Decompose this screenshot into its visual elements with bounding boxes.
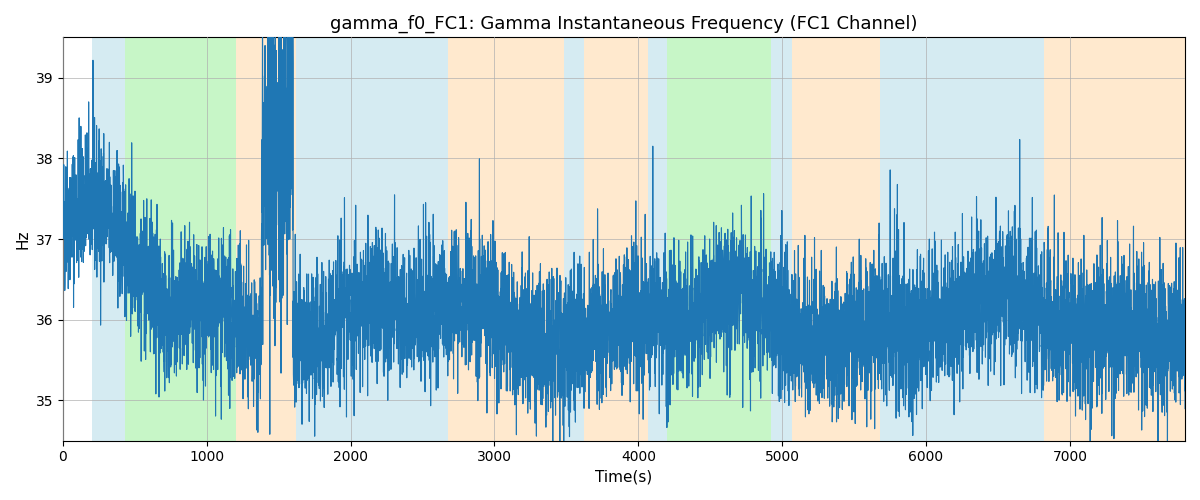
Bar [125, 38, 235, 440]
Y-axis label: Hz: Hz [16, 230, 30, 249]
Bar [648, 38, 667, 440]
Bar [235, 38, 296, 440]
Bar [880, 38, 923, 440]
X-axis label: Time(s): Time(s) [595, 470, 653, 485]
Bar [770, 38, 792, 440]
Bar [296, 38, 372, 440]
Bar [91, 38, 125, 440]
Bar [792, 38, 880, 440]
Bar [923, 38, 1044, 440]
Bar [372, 38, 449, 440]
Bar [583, 38, 648, 440]
Title: gamma_f0_FC1: Gamma Instantaneous Frequency (FC1 Channel): gamma_f0_FC1: Gamma Instantaneous Freque… [330, 15, 918, 34]
Bar [564, 38, 583, 440]
Bar [449, 38, 564, 440]
Bar [1044, 38, 1186, 440]
Bar [667, 38, 770, 440]
